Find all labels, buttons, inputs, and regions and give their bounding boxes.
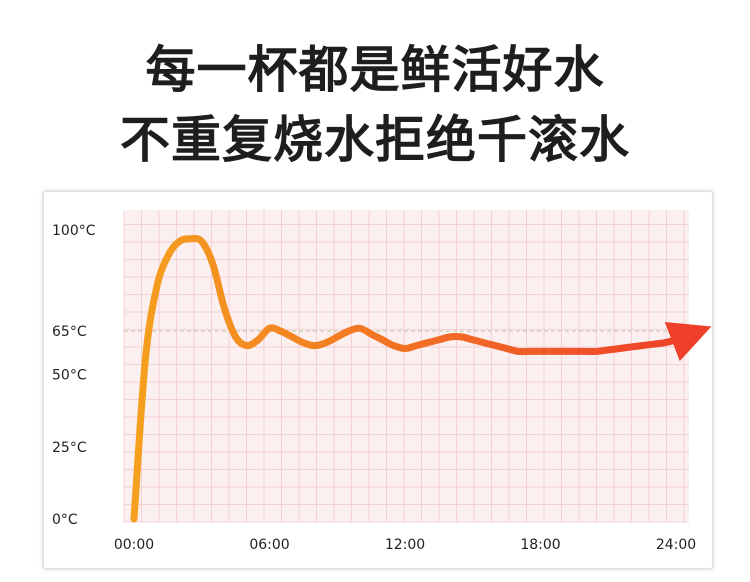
x-tick-label: 00:00 (114, 537, 154, 553)
x-tick-label: 24:00 (656, 537, 696, 553)
chart-card: 0°C 25°C 50°C 65°C 100°C 00:00 06:00 12:00 18:0… (42, 190, 714, 570)
y-axis-ticks: 0°C 25°C 50°C 65°C 100°C (52, 223, 96, 528)
y-tick-label: 100°C (52, 223, 96, 239)
x-tick-label: 12:00 (385, 537, 425, 553)
temperature-chart: 0°C 25°C 50°C 65°C 100°C 00:00 06:00 12:00 18:0… (52, 210, 712, 553)
x-tick-label: 18:00 (520, 537, 560, 553)
y-tick-label: 25°C (52, 440, 87, 456)
x-tick-label: 06:00 (249, 537, 289, 553)
plot-area (124, 210, 689, 522)
y-tick-label: 65°C (52, 324, 87, 340)
headline-line-1: 每一杯都是鲜活好水 (145, 41, 605, 99)
x-axis-ticks: 00:00 06:00 12:00 18:00 24:00 (114, 537, 696, 553)
y-tick-label: 0°C (52, 512, 78, 528)
y-tick-label: 50°C (52, 368, 87, 384)
grid (123, 210, 689, 523)
headline-line-2: 不重复烧水拒绝千滚水 (120, 111, 630, 169)
temperature-curve (130, 234, 712, 523)
